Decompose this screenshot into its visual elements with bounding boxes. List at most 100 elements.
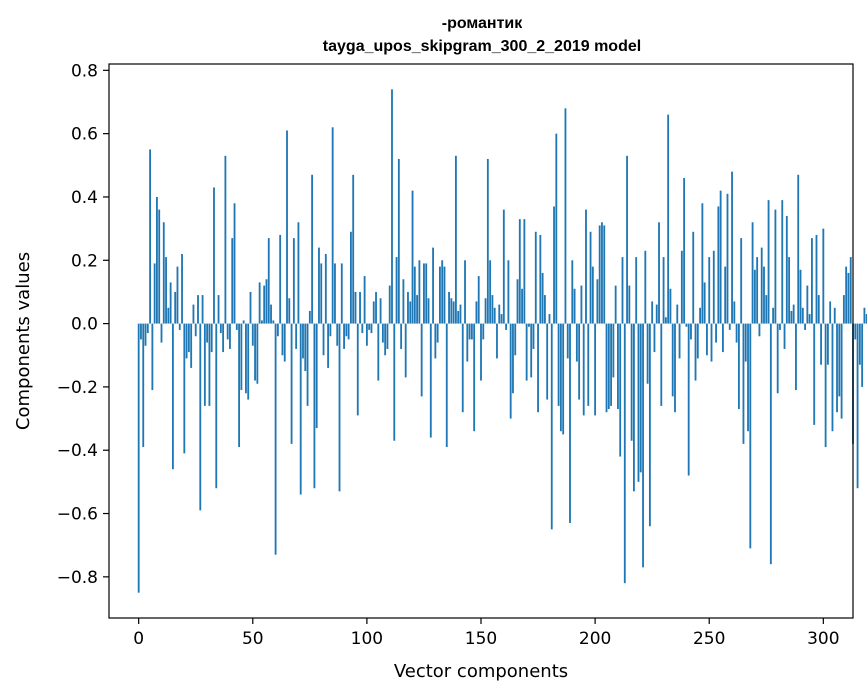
bar [359, 291, 361, 324]
bar [601, 222, 603, 324]
y-tick-label: 0.0 [71, 315, 98, 335]
chart-title: -романтик [442, 15, 524, 32]
bar [861, 323, 864, 387]
bar [655, 304, 658, 324]
bar [614, 285, 617, 324]
bar [801, 307, 804, 324]
bar [165, 257, 167, 324]
bar [368, 323, 371, 330]
bar [240, 323, 243, 391]
bar [270, 304, 272, 324]
bar [226, 323, 229, 340]
y-axis-label: Components values [13, 252, 34, 430]
bar [500, 314, 503, 324]
bar [151, 323, 154, 391]
bar [799, 269, 802, 324]
bar [322, 323, 325, 356]
bar [304, 323, 307, 372]
bar [758, 323, 761, 337]
bar [532, 323, 535, 349]
bar [146, 323, 149, 334]
bar [457, 310, 460, 324]
bar [201, 295, 204, 324]
bar [315, 323, 318, 429]
bar [660, 323, 663, 406]
bar [708, 257, 711, 324]
bar [639, 323, 642, 473]
bar [475, 301, 478, 324]
bar [256, 323, 259, 384]
bar [222, 323, 225, 353]
bar [763, 266, 765, 324]
bar [548, 314, 551, 324]
bar [206, 323, 209, 343]
bar [516, 279, 519, 324]
bar [160, 323, 163, 343]
bar [395, 257, 398, 324]
bar [806, 285, 809, 324]
bar [619, 323, 622, 457]
bar [669, 288, 672, 324]
bar [575, 323, 578, 362]
bar [804, 323, 806, 330]
bar [149, 149, 151, 324]
bar [343, 323, 345, 349]
bar [781, 200, 784, 324]
x-tick-label: 250 [693, 629, 725, 649]
bar [324, 253, 327, 324]
bar [158, 209, 161, 324]
bar [283, 323, 286, 362]
bar [384, 323, 387, 356]
bar [512, 323, 514, 394]
bar [628, 285, 631, 324]
bar [573, 288, 576, 324]
bar [420, 323, 423, 397]
bar [817, 295, 820, 324]
bar [607, 323, 610, 410]
plot-frame [108, 63, 854, 619]
bar [528, 323, 530, 327]
bar [722, 323, 724, 353]
bar [521, 288, 523, 324]
bar [756, 257, 759, 324]
bar [582, 323, 585, 416]
bar [338, 323, 341, 492]
bar [617, 323, 619, 410]
bar [831, 323, 834, 432]
bar [258, 282, 261, 324]
x-axis-ticks: 0 50 100 150 200 250 300 [133, 618, 840, 649]
bar [311, 174, 314, 324]
y-tick-label: −0.8 [57, 568, 98, 588]
y-tick-label: 0.6 [71, 125, 98, 145]
bar [836, 323, 838, 413]
bar [849, 257, 852, 324]
bar [468, 323, 471, 340]
bar [484, 298, 487, 324]
bar [261, 320, 263, 324]
bar [176, 266, 179, 324]
bar [493, 307, 496, 324]
bar [664, 317, 667, 324]
bar [203, 323, 206, 406]
bar [356, 323, 359, 416]
bar [142, 323, 145, 448]
bar [534, 231, 537, 324]
bar [653, 323, 656, 353]
bar [242, 320, 245, 324]
bar [550, 323, 553, 530]
bar [767, 200, 770, 324]
bar [352, 174, 355, 324]
bar [710, 323, 713, 362]
bar [662, 257, 665, 324]
x-tick-label: 50 [242, 629, 264, 649]
bar [863, 307, 866, 324]
bar [249, 291, 252, 324]
bar [363, 276, 366, 324]
bar [838, 323, 841, 397]
bar [537, 323, 539, 413]
bar [429, 323, 432, 438]
bar [281, 323, 284, 356]
bar [623, 323, 626, 584]
bar [779, 323, 781, 330]
